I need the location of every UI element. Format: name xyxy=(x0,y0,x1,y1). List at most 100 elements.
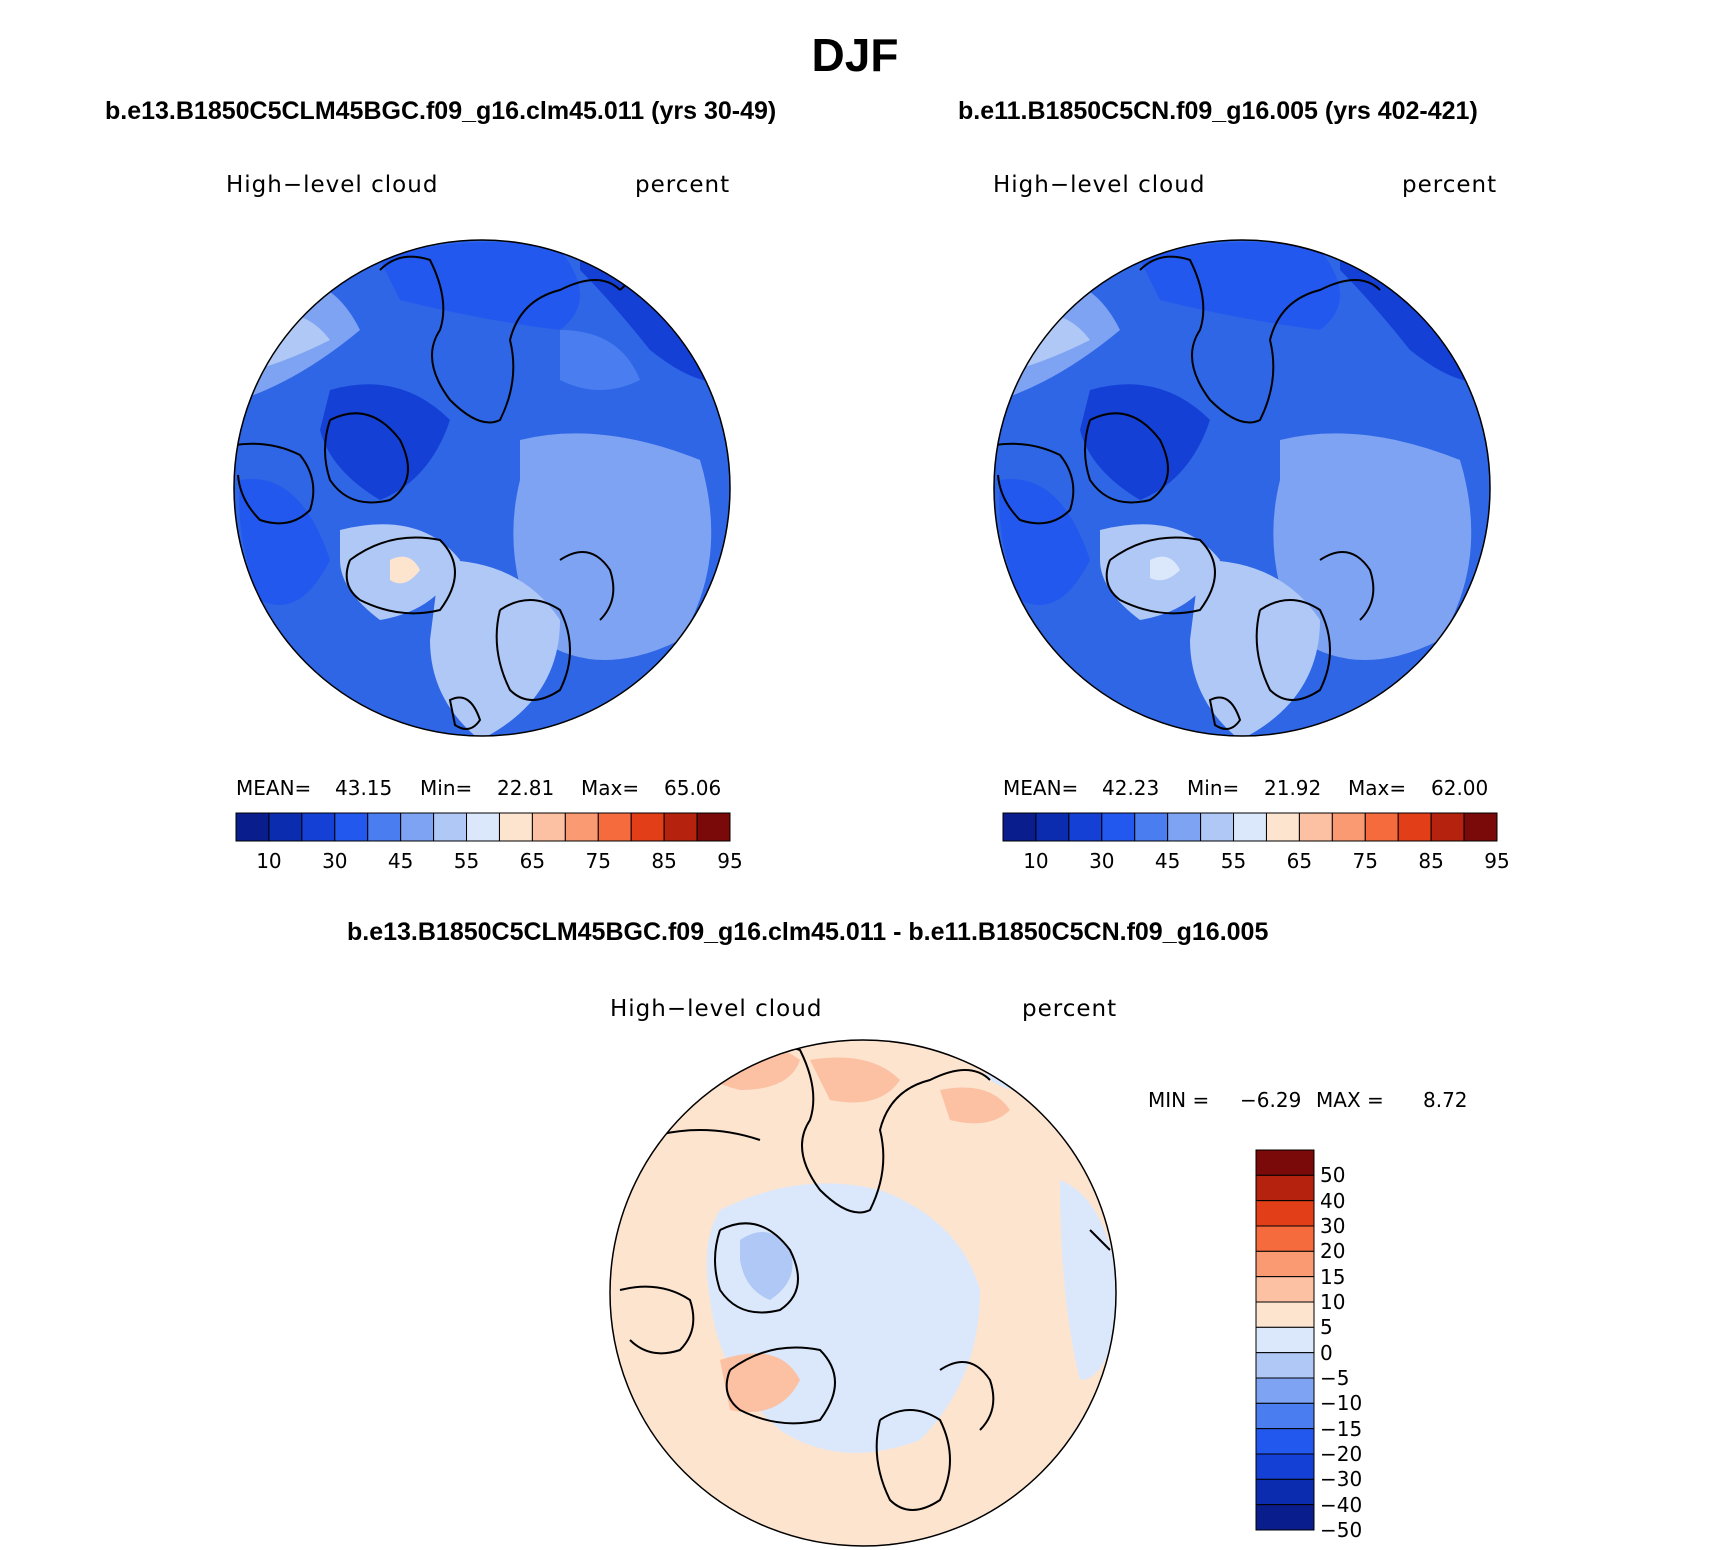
colorbar-tick-label: 45 xyxy=(387,849,414,873)
colorbar-swatch xyxy=(1002,812,1037,842)
colorbar-tick-label: 0 xyxy=(1320,1340,1333,1365)
colorbar-tick-label: 10 xyxy=(256,849,282,873)
colorbar-swatch xyxy=(1397,812,1432,842)
panel2-min-value: 21.92 xyxy=(1264,776,1322,800)
colorbar-tick-label: 65 xyxy=(519,849,546,873)
colorbar-swatch xyxy=(1255,1352,1315,1379)
colorbar-swatch xyxy=(1255,1276,1315,1303)
colorbar-tick-label: 75 xyxy=(1352,849,1378,873)
panel1-max-value: 65.06 xyxy=(664,776,722,800)
colorbar-swatch xyxy=(1265,812,1300,842)
colorbar-swatch xyxy=(1255,1377,1315,1404)
colorbar-swatch xyxy=(1331,812,1366,842)
panel2-max-label: Max= xyxy=(1348,776,1407,800)
colorbar-tick-label: −5 xyxy=(1320,1366,1350,1390)
colorbar-tick-label: 30 xyxy=(322,849,348,873)
colorbar-swatch xyxy=(1298,812,1333,842)
colorbar-tick-label: 85 xyxy=(1418,849,1444,873)
colorbar-tick-label: 5 xyxy=(1320,1315,1333,1340)
colorbar-swatch xyxy=(1255,1200,1315,1227)
colorbar-swatch xyxy=(1255,1478,1315,1506)
panel1-case-title: b.e13.B1850C5CLM45BGC.f09_g16.clm45.011 … xyxy=(105,97,777,125)
colorbar-swatch xyxy=(1200,812,1235,842)
colorbar-swatch xyxy=(663,812,698,842)
colorbar-tick-label: −15 xyxy=(1320,1416,1363,1441)
colorbar-swatch xyxy=(1364,812,1399,842)
colorbar-swatch xyxy=(367,812,402,842)
diff-colorbar xyxy=(1255,1149,1315,1531)
panel2-mean-label: MEAN= xyxy=(1003,776,1079,800)
colorbar-swatch xyxy=(1101,812,1136,842)
colorbar-swatch xyxy=(564,812,599,842)
diff-max-value: 8.72 xyxy=(1423,1088,1468,1112)
colorbar-swatch xyxy=(1255,1225,1315,1252)
colorbar-tick-label: 15 xyxy=(1320,1264,1346,1289)
panel1-colorbar xyxy=(235,812,731,842)
colorbar-tick-label: −20 xyxy=(1320,1442,1363,1466)
colorbar-swatch xyxy=(1255,1174,1315,1202)
colorbar-tick-label: −30 xyxy=(1320,1467,1363,1492)
colorbar-tick-label: 50 xyxy=(1320,1163,1346,1188)
colorbar-swatch xyxy=(1430,812,1465,842)
panel2-mean-value: 42.23 xyxy=(1102,776,1160,800)
colorbar-tick-label: 45 xyxy=(1154,849,1181,873)
colorbar-tick-label: 65 xyxy=(1286,849,1313,873)
colorbar-swatch xyxy=(696,812,731,842)
colorbar-swatch xyxy=(1255,1326,1315,1354)
colorbar-swatch xyxy=(1255,1250,1315,1278)
diff-case-title: b.e13.B1850C5CLM45BGC.f09_g16.clm45.011 … xyxy=(347,918,1269,946)
diff-units-label: percent xyxy=(1022,996,1118,1022)
colorbar-tick-label: 75 xyxy=(585,849,611,873)
panel1-min-label: Min= xyxy=(420,776,473,800)
colorbar-swatch xyxy=(1134,812,1169,842)
panel1-mean-value: 43.15 xyxy=(335,776,393,800)
colorbar-swatch xyxy=(268,812,303,842)
colorbar-swatch xyxy=(466,812,500,842)
colorbar-swatch xyxy=(1068,812,1103,842)
colorbar-swatch xyxy=(301,812,336,842)
colorbar-tick-label: 55 xyxy=(453,849,480,873)
page-title: DJF xyxy=(811,29,899,81)
panel2-colorbar xyxy=(1002,812,1498,842)
colorbar-tick-label: 85 xyxy=(651,849,677,873)
panel2-max-value: 62.00 xyxy=(1431,776,1489,800)
panel1-units-label: percent xyxy=(635,172,731,198)
panel2-min-label: Min= xyxy=(1187,776,1240,800)
panel1-max-label: Max= xyxy=(581,776,640,800)
diff-variable-label: High−level cloud xyxy=(610,996,823,1022)
colorbar-swatch xyxy=(1255,1301,1315,1328)
colorbar-swatch xyxy=(1167,812,1202,842)
colorbar-swatch xyxy=(531,812,566,842)
colorbar-swatch xyxy=(235,812,270,842)
panel1-mean-label: MEAN= xyxy=(236,776,312,800)
colorbar-tick-label: −50 xyxy=(1320,1518,1363,1542)
colorbar-swatch xyxy=(1255,1428,1315,1455)
colorbar-swatch xyxy=(1255,1453,1315,1480)
colorbar-swatch xyxy=(1255,1149,1315,1176)
colorbar-swatch xyxy=(597,812,632,842)
colorbar-tick-label: 20 xyxy=(1320,1239,1346,1264)
colorbar-swatch xyxy=(498,812,533,842)
diff-min-value: −6.29 xyxy=(1240,1088,1302,1112)
colorbar-tick-label: 55 xyxy=(1220,849,1247,873)
panel2-units-label: percent xyxy=(1402,172,1498,198)
colorbar-swatch xyxy=(400,812,435,842)
colorbar-tick-label: −40 xyxy=(1320,1492,1363,1517)
panel1-variable-label: High−level cloud xyxy=(226,172,439,198)
colorbar-swatch xyxy=(334,812,369,842)
colorbar-swatch xyxy=(630,812,665,842)
colorbar-tick-label: 30 xyxy=(1089,849,1115,873)
colorbar-tick-label: 30 xyxy=(1320,1214,1346,1238)
colorbar-swatch xyxy=(1255,1402,1315,1430)
colorbar-swatch xyxy=(433,812,468,842)
diff-min-label: MIN = xyxy=(1148,1088,1210,1112)
colorbar-tick-label: 95 xyxy=(1484,849,1510,873)
panel2-case-title: b.e11.B1850C5CN.f09_g16.005 (yrs 402-421… xyxy=(958,97,1478,125)
colorbar-tick-label: 10 xyxy=(1320,1290,1346,1314)
panel2-variable-label: High−level cloud xyxy=(993,172,1206,198)
colorbar-swatch xyxy=(1035,812,1070,842)
colorbar-swatch xyxy=(1233,812,1267,842)
panel1-min-value: 22.81 xyxy=(497,776,555,800)
diff-max-label: MAX = xyxy=(1316,1088,1384,1112)
